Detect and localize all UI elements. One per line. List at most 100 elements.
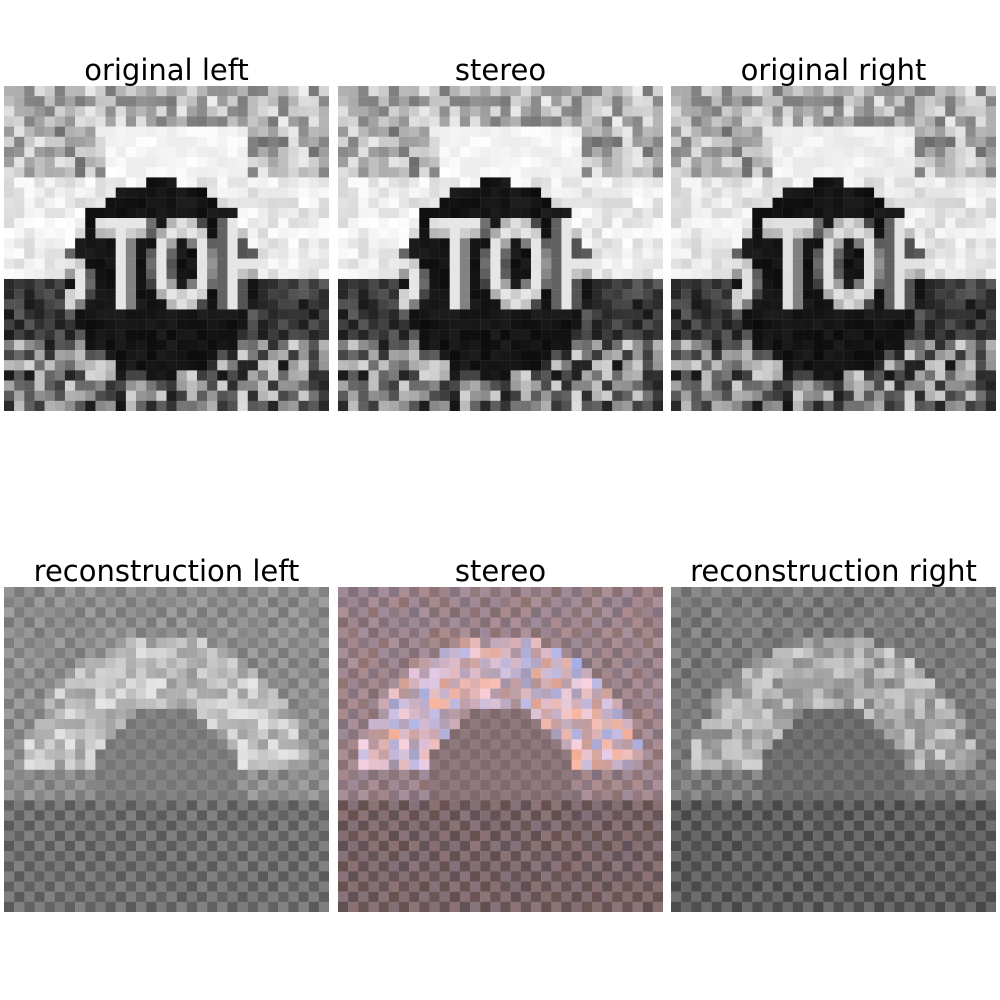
image-pixel [24,769,35,781]
image-pixel [125,861,137,872]
image-pixel [207,228,218,239]
image-pixel [247,177,259,188]
image-pixel [217,380,228,391]
image-pixel [115,207,127,219]
image-pixel [125,218,137,229]
image-pixel [4,339,15,351]
image-pixel [176,299,187,310]
image-pixel [288,840,299,852]
image-pixel [500,830,511,842]
image-pixel [368,258,379,269]
image-pixel [166,871,177,882]
image-pixel [530,759,542,770]
image-pixel [874,136,885,148]
image-pixel [520,218,532,229]
image-pixel [237,668,248,679]
image-pixel [166,329,177,341]
image-pixel [237,350,248,361]
image-pixel [449,840,461,852]
image-pixel [561,708,572,720]
image-pixel [792,390,804,402]
image-pixel [602,207,613,219]
image-pixel [833,350,844,361]
image-pixel [207,810,218,821]
image-pixel [398,688,410,699]
image-pixel [227,607,238,618]
image-pixel [813,116,824,127]
image-pixel [166,218,177,229]
image-pixel [520,278,532,290]
image-pixel [652,658,663,669]
image-pixel [378,840,389,852]
image-pixel [742,177,753,188]
image-pixel [44,268,55,280]
image-pixel [935,380,946,391]
image-pixel [14,258,25,269]
image-pixel [75,881,86,892]
image-pixel [419,390,430,402]
image-pixel [874,126,885,137]
image-pixel [721,136,733,148]
image-pixel [833,299,844,310]
image-pixel [75,116,86,127]
image-pixel [803,218,814,229]
image-pixel [136,207,147,219]
image-pixel [54,390,66,402]
image-pixel [691,106,702,117]
image-pixel [490,106,501,117]
image-pixel [176,278,187,290]
image-pixel [308,278,320,290]
image-pixel [520,647,532,659]
image-pixel [772,258,783,269]
image-pixel [975,197,987,209]
image-pixel [541,96,552,107]
image-pixel [853,96,865,107]
image-pixel [196,126,208,137]
image-pixel [75,350,86,361]
image-pixel [298,901,309,912]
image-pixel [44,370,55,381]
image-pixel [4,840,15,852]
image-pixel [217,647,228,659]
image-pixel [237,380,248,391]
image-pixel [388,587,400,598]
image-pixel [64,360,76,371]
image-pixel [54,207,66,219]
image-pixel [34,157,45,168]
image-pixel [823,136,834,148]
image-pixel [156,329,167,341]
image-pixel [125,106,137,117]
image-pixel [368,339,379,351]
image-pixel [156,197,167,209]
image-pixel [803,360,814,371]
image-pixel [561,779,572,791]
image-pixel [530,668,542,679]
image-pixel [721,370,733,381]
image-pixel [268,871,279,882]
image-pixel [288,370,299,381]
image-pixel [853,177,865,188]
image-pixel [44,688,55,699]
image-pixel [54,668,66,679]
image-pixel [731,126,743,137]
image-pixel [368,106,379,117]
image-pixel [449,309,461,320]
image-pixel [136,268,147,280]
image-pixel [176,587,187,598]
image-pixel [632,769,643,781]
image-pixel [833,106,844,117]
image-pixel [591,350,603,361]
image-pixel [853,228,865,239]
image-pixel [207,749,218,760]
image-pixel [520,607,532,618]
image-pixel [166,749,177,760]
image-pixel [166,851,177,862]
image-pixel [176,759,187,770]
image-pixel [602,380,613,391]
image-pixel [742,350,753,361]
image-pixel [125,668,137,679]
image-pixel [308,830,320,842]
image-pixel [257,891,269,903]
image-pixel [622,749,633,760]
image-pixel [125,268,137,280]
